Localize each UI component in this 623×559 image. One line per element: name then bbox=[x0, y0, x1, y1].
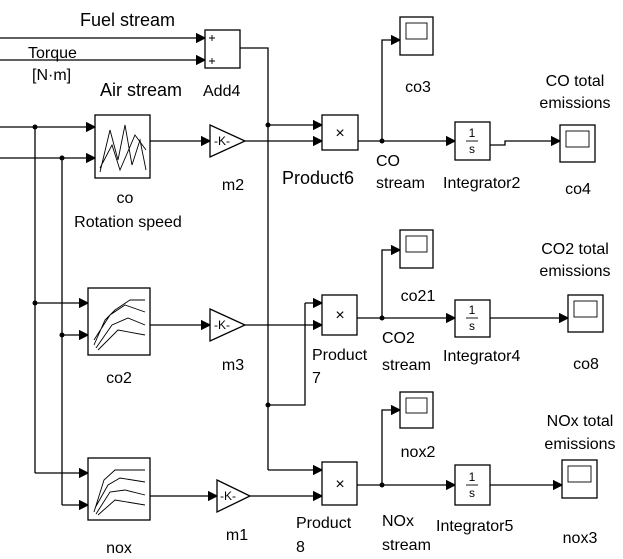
wires-part bbox=[381, 404, 402, 485]
block-label: nox3 bbox=[563, 530, 598, 547]
integrator-den: s bbox=[469, 319, 475, 333]
group-part bbox=[379, 138, 385, 144]
group-part bbox=[32, 124, 38, 130]
block-label: Product bbox=[296, 515, 352, 532]
add-block-part bbox=[204, 29, 241, 69]
lookup-blocks-part bbox=[94, 114, 151, 179]
scope-blocks-part bbox=[567, 465, 592, 483]
product-blocks-part bbox=[321, 294, 358, 336]
signal-label: Torque bbox=[28, 45, 77, 62]
stream-label: stream bbox=[382, 357, 431, 374]
block-label: co21 bbox=[401, 288, 436, 305]
labels: Fuel stream Torque [N·m] Air stream Add4… bbox=[28, 10, 616, 557]
scope-blocks-part bbox=[573, 300, 598, 318]
wires-part bbox=[381, 34, 402, 141]
gain-symbol: -K- bbox=[214, 318, 230, 332]
product-blocks-part bbox=[321, 461, 358, 506]
block-label: Integrator4 bbox=[443, 348, 520, 365]
gain-blocks-part bbox=[216, 478, 252, 514]
total-label: emissions bbox=[544, 436, 615, 453]
block-label: m2 bbox=[222, 177, 244, 194]
scope-blocks-part bbox=[405, 22, 428, 40]
scope-blocks-part bbox=[405, 397, 428, 414]
group-part bbox=[379, 315, 385, 321]
block-label: co8 bbox=[573, 356, 599, 373]
add-block-part bbox=[209, 35, 215, 64]
group-part bbox=[59, 332, 65, 338]
total-label: emissions bbox=[539, 263, 610, 280]
wires-part bbox=[381, 244, 402, 318]
scope-blocks-part bbox=[565, 130, 590, 148]
block-label: co4 bbox=[565, 181, 591, 198]
block-label: Product bbox=[312, 347, 368, 364]
block-label: nox bbox=[106, 540, 132, 557]
signal-label: Air stream bbox=[100, 80, 182, 100]
lookup-blocks-part bbox=[93, 299, 146, 351]
wires bbox=[0, 32, 570, 511]
integrator-num: 1 bbox=[469, 126, 476, 140]
signal-label: Rotation speed bbox=[74, 214, 182, 231]
lookup-blocks-part bbox=[99, 124, 147, 173]
stream-label: stream bbox=[382, 537, 431, 554]
block-label: Product6 bbox=[282, 168, 354, 188]
block-label: Integrator5 bbox=[436, 518, 513, 535]
signal-label: [N·m] bbox=[32, 67, 71, 84]
product-symbol: × bbox=[335, 125, 344, 142]
gain-symbol: -K- bbox=[214, 134, 230, 148]
wires-part bbox=[240, 47, 269, 470]
signal-label: Fuel stream bbox=[80, 10, 175, 30]
block-label: co bbox=[117, 190, 134, 207]
product-blocks: × × × bbox=[321, 114, 359, 506]
stream-label: NOx bbox=[382, 513, 414, 530]
group-part bbox=[32, 300, 38, 306]
block-label: m3 bbox=[222, 357, 244, 374]
gain-symbol: -K- bbox=[220, 489, 236, 503]
lookup-blocks-part bbox=[87, 457, 151, 521]
group-part bbox=[265, 402, 271, 408]
product-symbol: × bbox=[335, 307, 344, 324]
product-blocks-part bbox=[321, 114, 359, 151]
block-label: Integrator2 bbox=[443, 175, 520, 192]
lookup-blocks bbox=[87, 114, 151, 521]
block-label: m1 bbox=[226, 527, 248, 544]
integrator-blocks: 1 s 1 s 1 s bbox=[454, 121, 491, 506]
gain-blocks-part bbox=[209, 123, 247, 159]
group bbox=[32, 122, 385, 488]
wires-part bbox=[490, 135, 562, 147]
stream-label: stream bbox=[376, 175, 425, 192]
gain-blocks-part bbox=[209, 307, 247, 343]
scope-blocks-part bbox=[567, 294, 604, 333]
total-label: NOx total bbox=[547, 413, 614, 430]
block-label: co2 bbox=[106, 370, 132, 387]
total-label: CO2 total bbox=[541, 241, 609, 258]
gain-blocks: -K- -K- -K- bbox=[209, 123, 252, 514]
scope-blocks-part bbox=[405, 235, 428, 253]
block-label: 7 bbox=[312, 370, 321, 387]
block-label: co3 bbox=[405, 79, 431, 96]
total-label: CO total bbox=[546, 73, 605, 90]
block-label: 8 bbox=[296, 539, 305, 556]
integrator-den: s bbox=[469, 142, 475, 156]
group-part bbox=[265, 122, 271, 128]
scope-blocks bbox=[399, 16, 604, 499]
block-label: nox2 bbox=[401, 444, 436, 461]
block-label: Add4 bbox=[203, 83, 240, 100]
stream-label: CO2 bbox=[382, 330, 415, 347]
lookup-blocks-part bbox=[93, 469, 146, 516]
group-part bbox=[379, 482, 385, 488]
total-label: emissions bbox=[539, 95, 610, 112]
add-block bbox=[204, 29, 241, 69]
integrator-num: 1 bbox=[469, 470, 476, 484]
integrator-num: 1 bbox=[469, 303, 476, 317]
stream-label: CO bbox=[376, 153, 400, 170]
group-part bbox=[59, 155, 65, 161]
wires-part bbox=[268, 303, 306, 406]
product-symbol: × bbox=[335, 476, 344, 493]
integrator-den: s bbox=[469, 486, 475, 500]
integrator-blocks-part bbox=[454, 299, 491, 338]
scope-blocks-part bbox=[399, 391, 434, 429]
